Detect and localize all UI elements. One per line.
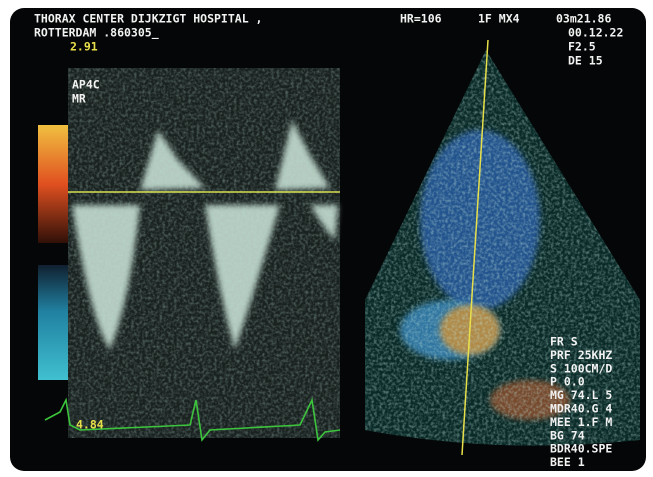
clock: 00.12.22 (568, 26, 623, 40)
doppler-noise (68, 68, 340, 438)
view: AP4C (72, 78, 100, 92)
parameter: MEE 1.F M (550, 415, 612, 429)
parameter: FR S (550, 335, 578, 349)
header-location: ROTTERDAM .860305_ (34, 26, 159, 41)
page: THORAX CENTER DIJKZIGT HOSPITAL , HR=106… (0, 0, 653, 477)
time: 03m21.86 (556, 12, 611, 26)
scale-bottom: 4.84 (76, 418, 104, 432)
mode: 1F MX4 (478, 12, 520, 26)
color-bar-bottom (38, 265, 68, 380)
parameter: BEE 1 (550, 455, 585, 469)
heart-rate: HR=106 (400, 12, 442, 26)
parameter: BG 74 (550, 428, 585, 442)
parameter: PRF 25KHZ (550, 348, 612, 362)
parameter: MG 74.L 5 (550, 388, 612, 402)
frequency: F2.5 (568, 40, 596, 54)
parameter: BDR40.SPE (550, 442, 612, 456)
ultrasound-screen: THORAX CENTER DIJKZIGT HOSPITAL , HR=106… (0, 0, 653, 477)
header-title: THORAX CENTER DIJKZIGT HOSPITAL , (34, 12, 262, 26)
parameter: MDR40.G 4 (550, 402, 612, 416)
parameter: S 100CM/D (550, 361, 612, 375)
scale-top: 2.91 (70, 40, 98, 54)
depth: DE 15 (568, 54, 603, 68)
finding: MR (72, 92, 86, 106)
parameter: P 0.0 (550, 375, 585, 389)
color-bar-top (38, 125, 68, 243)
